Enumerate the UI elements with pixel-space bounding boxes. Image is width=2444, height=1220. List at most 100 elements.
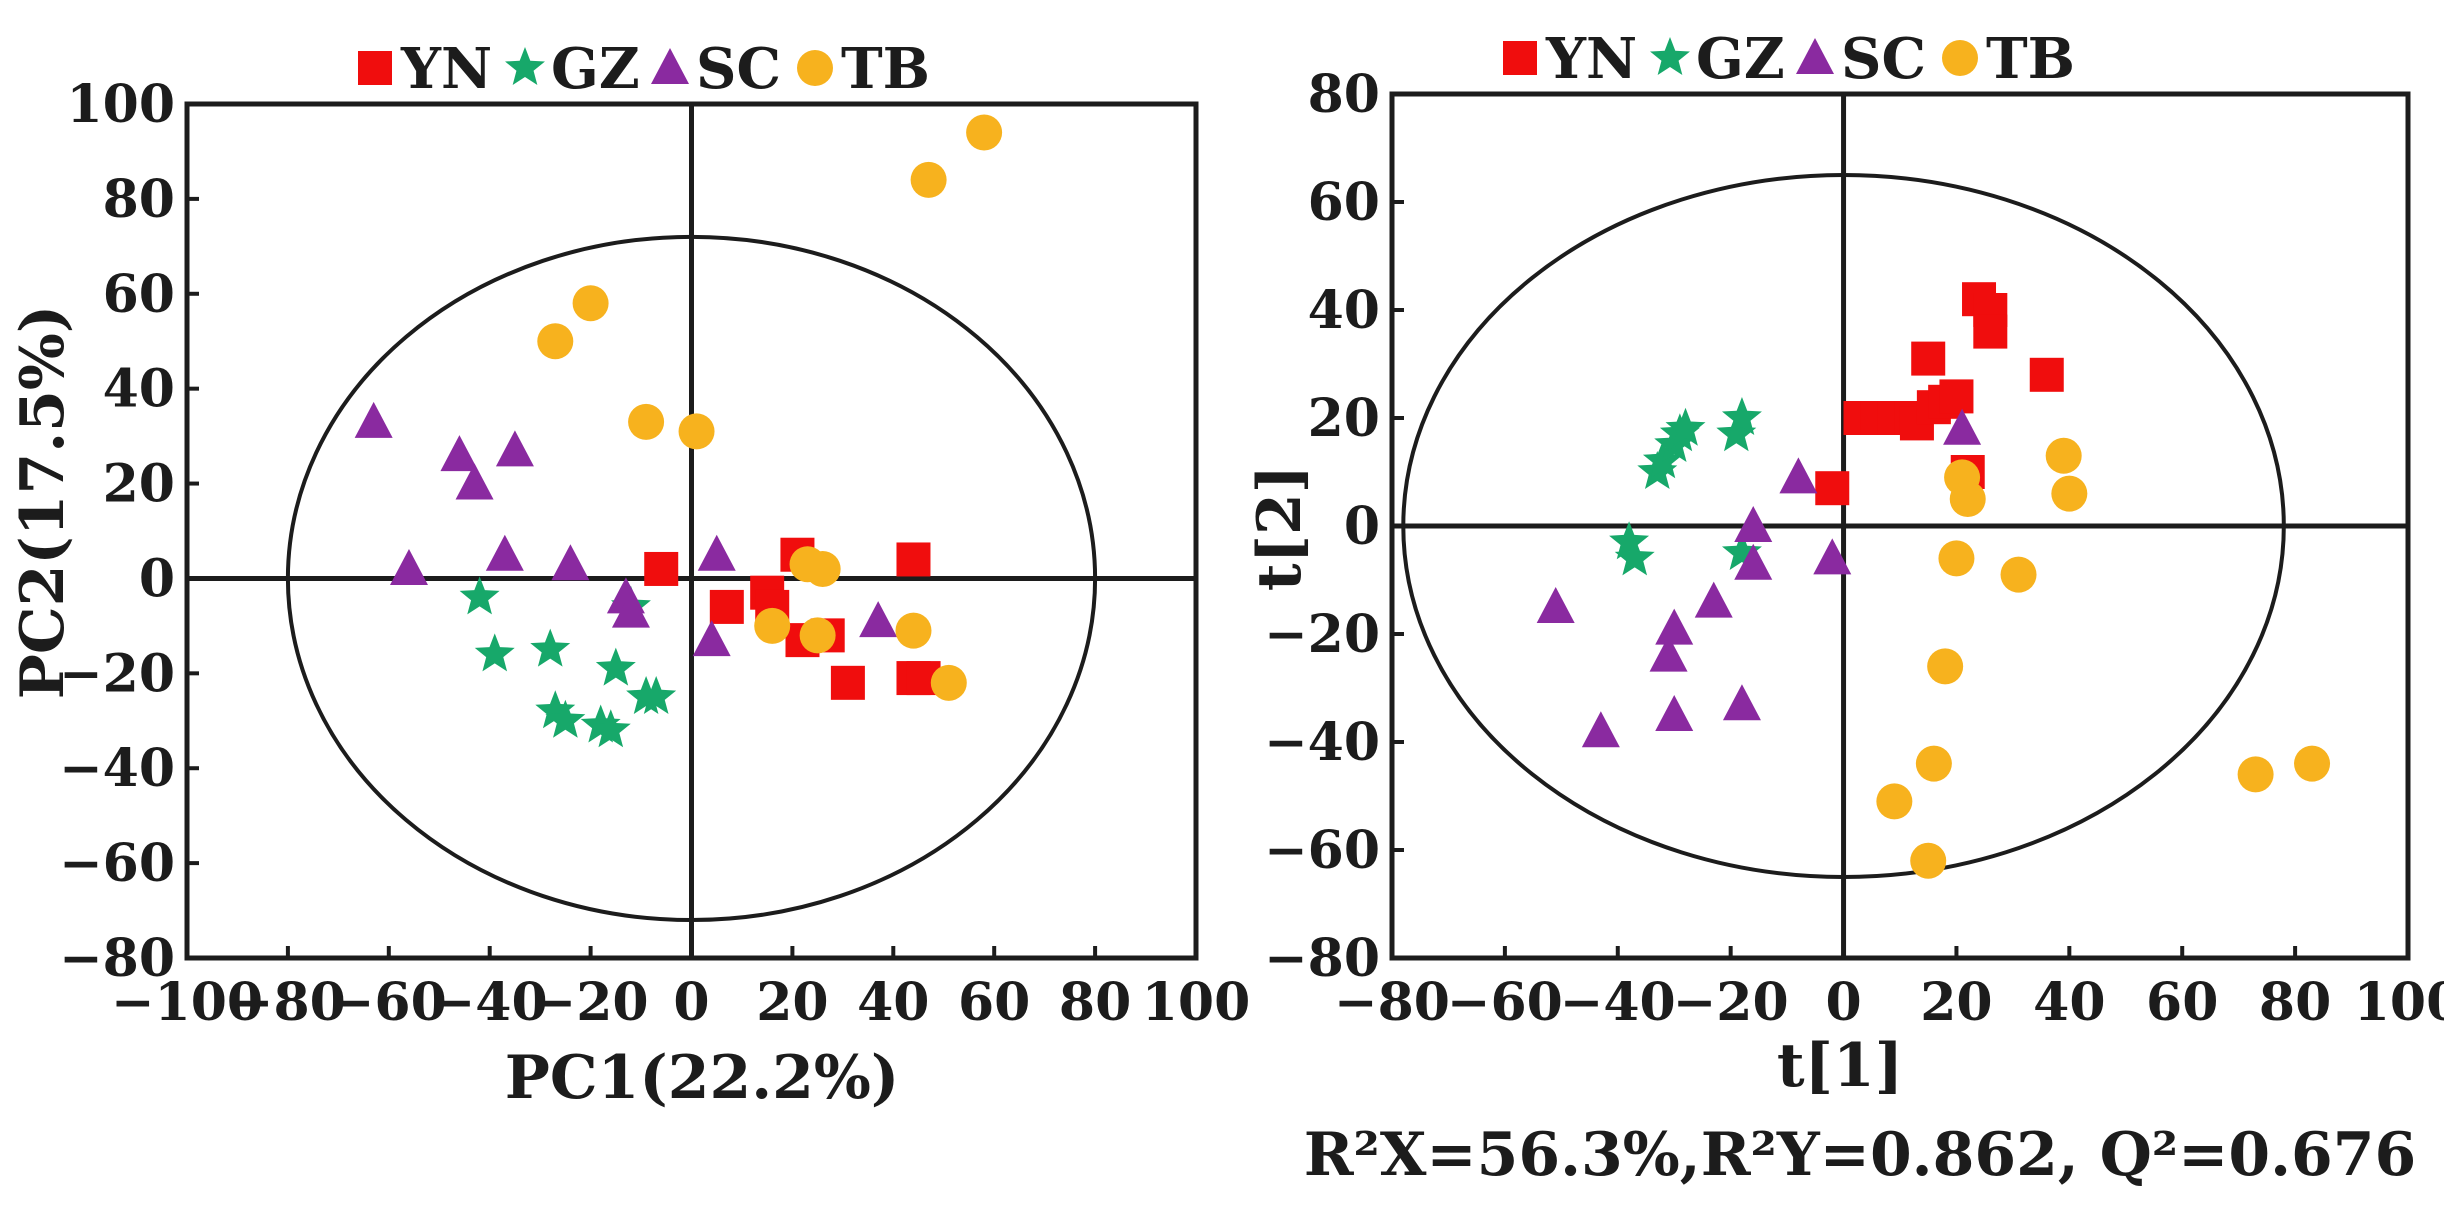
data-point-sc (859, 601, 898, 638)
confidence-ellipse (285, 234, 1098, 923)
data-point-yn (896, 542, 931, 577)
y-tick-label: −20 (1264, 604, 1380, 665)
y-tick-label: −80 (59, 928, 175, 989)
legend-label-sc: SC (1841, 26, 1926, 92)
x-tick-label: 60 (958, 972, 1030, 1033)
data-point-sc (1655, 695, 1694, 731)
data-point-tb (1876, 783, 1913, 820)
y-axis-title: PC2(17.5%) (8, 305, 78, 700)
data-point-tb (1949, 481, 1986, 517)
legend-label-tb: TB (841, 36, 930, 102)
series-yn (1815, 282, 2064, 506)
data-point-tb (930, 664, 967, 701)
data-point-sc (1943, 408, 1982, 445)
data-point-gz (1721, 397, 1762, 435)
data-point-gz (535, 690, 576, 729)
legend-marker-tb (1942, 40, 1978, 76)
y-tick-label: 40 (103, 359, 175, 420)
data-point-sc (389, 548, 428, 585)
x-tick-label: 20 (1920, 972, 1992, 1033)
y-tick-label: 60 (103, 264, 175, 325)
x-axis-title: PC1(22.2%) (505, 1043, 900, 1113)
data-point-sc (485, 534, 524, 571)
data-point-tb (799, 617, 836, 654)
data-point-tb (1910, 842, 1947, 879)
data-point-gz (459, 576, 500, 615)
legend-label-yn: YN (400, 36, 492, 102)
data-point-sc (692, 620, 731, 657)
x-tick-label: 40 (857, 972, 929, 1033)
legend-label-yn: YN (1545, 26, 1637, 92)
data-point-sc (1779, 457, 1818, 494)
y-tick-label: 0 (139, 548, 175, 609)
legend-marker-tb (797, 50, 833, 86)
data-point-tb (537, 323, 574, 360)
data-point-tb (2051, 475, 2088, 512)
data-point-tb (2045, 437, 2082, 474)
x-tick-label: 40 (2033, 972, 2105, 1033)
x-tick-label: 100 (2354, 972, 2444, 1033)
data-point-tb (2237, 756, 2274, 793)
x-tick-label: 60 (2146, 972, 2218, 1033)
legend-marker-yn (358, 51, 392, 85)
data-point-sc (1734, 543, 1773, 580)
legend-marker-gz (1650, 37, 1690, 75)
x-tick-label: −60 (331, 972, 447, 1033)
y-tick-label: −40 (59, 738, 175, 799)
series-sc (354, 401, 898, 657)
y-tick-label: −40 (1264, 712, 1380, 773)
data-point-tb (754, 607, 791, 644)
data-point-tb (804, 550, 841, 587)
x-tick-label: −100 (111, 972, 263, 1033)
data-point-sc (1581, 711, 1620, 748)
data-point-tb (1915, 745, 1952, 782)
legend: YN GZ SC TB (358, 36, 930, 102)
x-tick-label: −80 (1334, 972, 1450, 1033)
y-tick-label: −20 (59, 643, 175, 704)
x-axis-title: t[1] (1777, 1031, 1903, 1101)
x-tick-label: 0 (673, 972, 709, 1033)
data-point-yn (1911, 341, 1946, 376)
legend-label-gz: GZ (1696, 26, 1785, 92)
data-point-tb (2000, 556, 2037, 593)
data-point-sc (455, 463, 494, 500)
legend-label-sc: SC (696, 36, 781, 102)
x-tick-label: −80 (230, 972, 346, 1033)
data-point-sc (1722, 684, 1761, 721)
data-point-sc (1813, 538, 1852, 575)
data-point-sc (1734, 506, 1773, 542)
series-gz (1609, 397, 1762, 576)
data-point-yn (644, 551, 679, 586)
data-point-gz (1614, 537, 1655, 576)
y-tick-label: 40 (1308, 280, 1380, 341)
model-stats-text: R²X=56.3%,R²Y=0.862, Q²=0.676 (1304, 1120, 2417, 1190)
legend-marker-yn (1503, 41, 1537, 75)
data-point-sc (697, 534, 736, 571)
x-tick-label: 100 (1142, 972, 1251, 1033)
data-point-tb (678, 413, 715, 450)
data-point-gz (1609, 521, 1650, 560)
data-point-gz (1721, 532, 1762, 570)
data-point-tb (2294, 745, 2331, 782)
data-point-sc (1655, 608, 1694, 645)
data-point-gz (545, 699, 586, 738)
x-tick-label: −20 (1673, 972, 1789, 1033)
plsda-score-plot: −80−60−40−20020406080100−80−60−40−200204… (1245, 26, 2444, 1101)
data-point-yn (1973, 314, 2008, 349)
data-point-tb (910, 161, 947, 198)
y-tick-label: 60 (1308, 172, 1380, 233)
y-tick-label: 20 (1308, 388, 1380, 449)
data-point-sc (1536, 587, 1575, 623)
x-tick-label: −20 (533, 972, 649, 1033)
data-point-sc (611, 591, 650, 628)
y-tick-label: −60 (59, 833, 175, 894)
x-tick-label: 0 (1825, 972, 1861, 1033)
data-point-gz (1716, 413, 1757, 452)
x-tick-label: −60 (1447, 972, 1563, 1033)
data-point-sc (440, 435, 479, 472)
legend-marker-gz (505, 47, 545, 85)
data-point-gz (590, 709, 631, 748)
y-tick-label: −60 (1264, 820, 1380, 881)
x-tick-label: 20 (756, 972, 828, 1033)
